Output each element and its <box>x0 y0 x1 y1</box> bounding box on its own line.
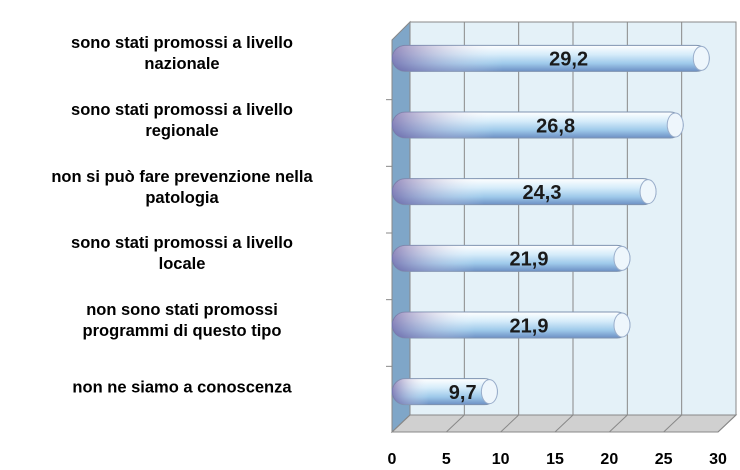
bar-cap <box>692 45 710 71</box>
bar-cap <box>480 379 498 405</box>
bar-cap <box>666 112 684 138</box>
y-tick-label: sono stati promossi a livello locale <box>71 234 293 274</box>
bar-shade <box>392 45 710 72</box>
grid-line <box>554 414 574 433</box>
bar-cap <box>613 245 631 271</box>
grid-line <box>391 414 411 433</box>
grid-line <box>663 414 683 433</box>
bar-shade <box>392 245 630 272</box>
value-label: 21,9 <box>510 315 549 337</box>
x-tick-label: 25 <box>655 451 673 468</box>
grid-line <box>445 414 465 433</box>
x-tick-label: 5 <box>442 451 451 468</box>
value-label: 9,7 <box>449 382 477 404</box>
value-label: 21,9 <box>510 249 549 271</box>
grid-line <box>608 414 628 433</box>
y-tick-label: non sono stati promossi programmi di que… <box>82 301 282 340</box>
value-label: 29,2 <box>549 49 588 71</box>
bar-cap <box>613 312 631 338</box>
bar-shade <box>392 312 630 338</box>
bar-shade <box>392 178 657 205</box>
grid-line <box>717 414 737 433</box>
bar-cap <box>639 179 657 205</box>
side-wall <box>391 20 411 434</box>
y-tick-label: non ne siamo a conoscenza <box>72 378 292 397</box>
grid-line <box>500 414 520 433</box>
x-tick-label: 30 <box>709 451 727 468</box>
value-label: 26,8 <box>536 115 575 137</box>
value-label: 24,3 <box>523 182 562 204</box>
x-tick-label: 0 <box>388 451 397 468</box>
bar-shade <box>392 378 498 405</box>
x-tick-label: 15 <box>546 451 564 468</box>
y-tick-label: sono stati promossi a livello nazionale <box>71 34 293 74</box>
bar-shade <box>392 112 684 138</box>
y-tick-label: non si può fare prevenzione nella patolo… <box>51 167 313 207</box>
x-tick-label: 20 <box>600 451 618 468</box>
x-tick-label: 10 <box>492 451 510 468</box>
y-tick-label: sono stati promossi a livello regionale <box>71 101 293 140</box>
